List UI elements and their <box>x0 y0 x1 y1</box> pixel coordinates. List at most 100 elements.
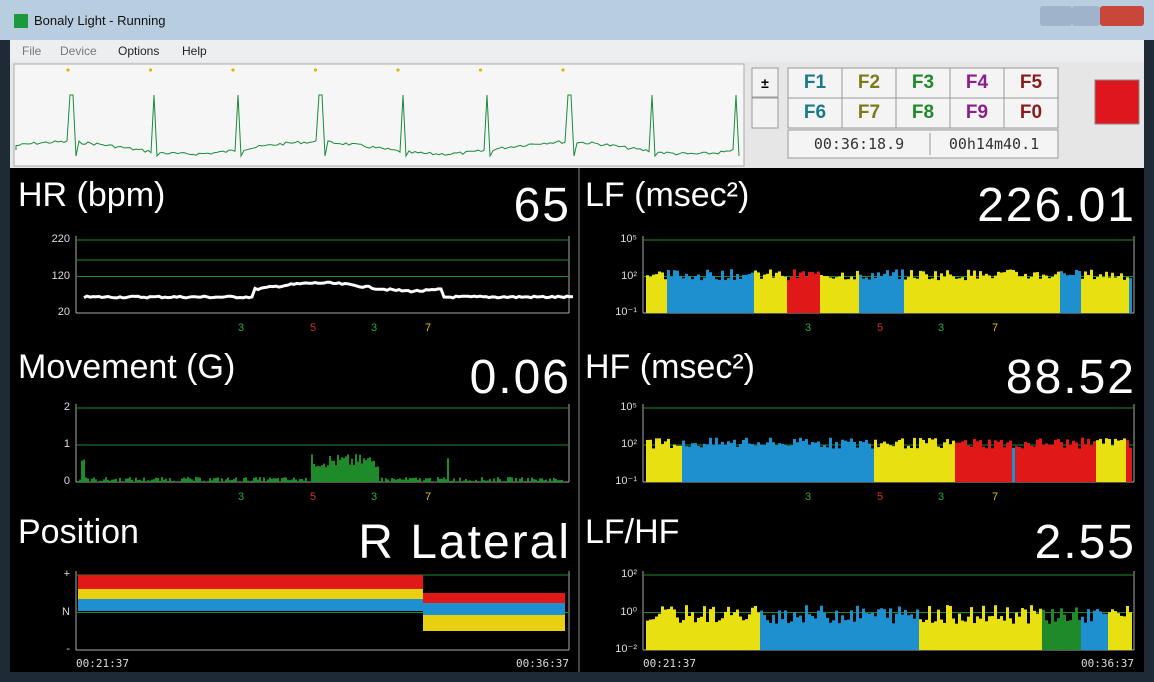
ecg-strip <box>13 63 745 167</box>
movement-bar <box>245 477 247 482</box>
menu-item[interactable]: File <box>22 44 42 58</box>
menu-item[interactable]: Device <box>60 44 97 58</box>
movement-bar <box>273 478 275 482</box>
spectrum-bar <box>1021 448 1024 482</box>
spectrum-bar <box>898 439 901 482</box>
spectrum-bar <box>811 616 814 650</box>
event-marker: 3 <box>805 322 812 334</box>
spectrum-bar <box>991 616 994 650</box>
minimize-button[interactable] <box>1040 6 1072 26</box>
spectrum-bar <box>1126 277 1129 313</box>
function-key[interactable]: F7 <box>857 102 881 123</box>
spectrum-bar <box>1030 445 1033 482</box>
spectrum-bar <box>1033 272 1036 313</box>
x-time-label: 00:36:37 <box>1081 657 1134 670</box>
spectrum-bar <box>1072 275 1075 313</box>
spectrum-bar <box>682 620 685 650</box>
spectrum-bar <box>778 443 781 482</box>
spectrum-bar <box>793 438 796 482</box>
spectrum-bar <box>685 605 688 650</box>
movement-bar <box>225 479 227 482</box>
beat-dot <box>396 68 400 72</box>
function-key[interactable]: F9 <box>965 102 989 123</box>
spectrum-bar <box>697 445 700 482</box>
spectrum-bar <box>835 610 838 650</box>
movement-bar <box>485 480 487 482</box>
beat-dot <box>313 68 318 72</box>
spectrum-bar <box>805 605 808 650</box>
spectrum-bar <box>880 276 883 313</box>
spectrum-bar <box>1072 612 1075 650</box>
spectrum-bar <box>853 279 856 313</box>
panel-label: HF (msec²) <box>585 348 755 386</box>
app-icon <box>14 14 28 28</box>
spectrum-bar <box>730 269 733 313</box>
spectrum-bar <box>1114 438 1117 482</box>
spectrum-bar <box>769 437 772 482</box>
movement-bar <box>331 460 333 482</box>
movement-bar <box>451 480 453 482</box>
menu-item[interactable]: Help <box>182 44 207 58</box>
spectrum-bar <box>916 609 919 650</box>
movement-bar <box>295 479 297 482</box>
function-key[interactable]: F4 <box>965 72 989 93</box>
spectrum-bar <box>751 272 754 313</box>
menu-item[interactable]: Options <box>118 44 160 58</box>
event-marker: 3 <box>805 491 812 503</box>
function-key[interactable]: F0 <box>1019 102 1043 123</box>
event-marker: 5 <box>310 322 317 334</box>
spectrum-bar <box>676 270 679 313</box>
spectrum-bar <box>646 620 649 650</box>
spectrum-bar <box>1105 614 1108 650</box>
spectrum-bar <box>1066 621 1069 650</box>
spectrum-bar <box>1129 612 1132 650</box>
spectrum-bar <box>1027 623 1030 650</box>
beat-dot <box>148 68 153 72</box>
spectrum-bar <box>826 276 829 313</box>
movement-bar <box>153 479 155 482</box>
spectrum-bar <box>955 442 958 482</box>
spectrum-bar <box>778 610 781 650</box>
spectrum-bar <box>1105 271 1108 313</box>
function-key[interactable]: F1 <box>803 72 827 93</box>
spectrum-bar <box>1060 608 1063 650</box>
maximize-button[interactable] <box>1072 6 1100 26</box>
function-key[interactable]: F8 <box>911 102 935 123</box>
movement-bar <box>291 479 293 482</box>
spectrum-bar <box>1078 271 1081 313</box>
spectrum-bar <box>1108 277 1111 313</box>
spectrum-bar <box>712 606 715 650</box>
spectrum-bar <box>775 445 778 482</box>
movement-bar <box>227 477 229 482</box>
movement-bar <box>255 477 257 482</box>
panel-value: 65 <box>513 179 571 232</box>
spectrum-bar <box>1039 278 1042 313</box>
movement-bar <box>223 481 225 482</box>
y-tick-label: 10⁰ <box>620 605 637 618</box>
movement-bar <box>113 479 115 482</box>
spectrum-bar <box>1024 441 1027 482</box>
spectrum-bar <box>748 273 751 313</box>
blank-button[interactable] <box>751 97 779 129</box>
spectrum-bar <box>781 619 784 650</box>
function-key[interactable]: F5 <box>1019 72 1043 93</box>
movement-bar <box>563 481 565 482</box>
function-key-bg <box>1003 97 1059 129</box>
movement-bar <box>343 458 345 482</box>
spectrum-bar <box>952 618 955 650</box>
spectrum-bar <box>841 439 844 482</box>
movement-bar <box>489 478 491 482</box>
spectrum-bar <box>808 271 811 313</box>
spectrum-bar <box>871 273 874 313</box>
function-key[interactable]: F6 <box>803 102 827 123</box>
movement-bar <box>553 477 555 482</box>
panel-label: HR (bpm) <box>18 176 166 214</box>
mark-button[interactable] <box>751 67 779 98</box>
spectrum-bar <box>1009 618 1012 650</box>
spectrum-bar <box>1006 269 1009 313</box>
movement-bar <box>297 481 299 482</box>
function-key[interactable]: F3 <box>911 72 935 93</box>
spectrum-bar <box>1108 612 1111 650</box>
function-key[interactable]: F2 <box>857 72 881 93</box>
close-button[interactable] <box>1100 6 1144 26</box>
